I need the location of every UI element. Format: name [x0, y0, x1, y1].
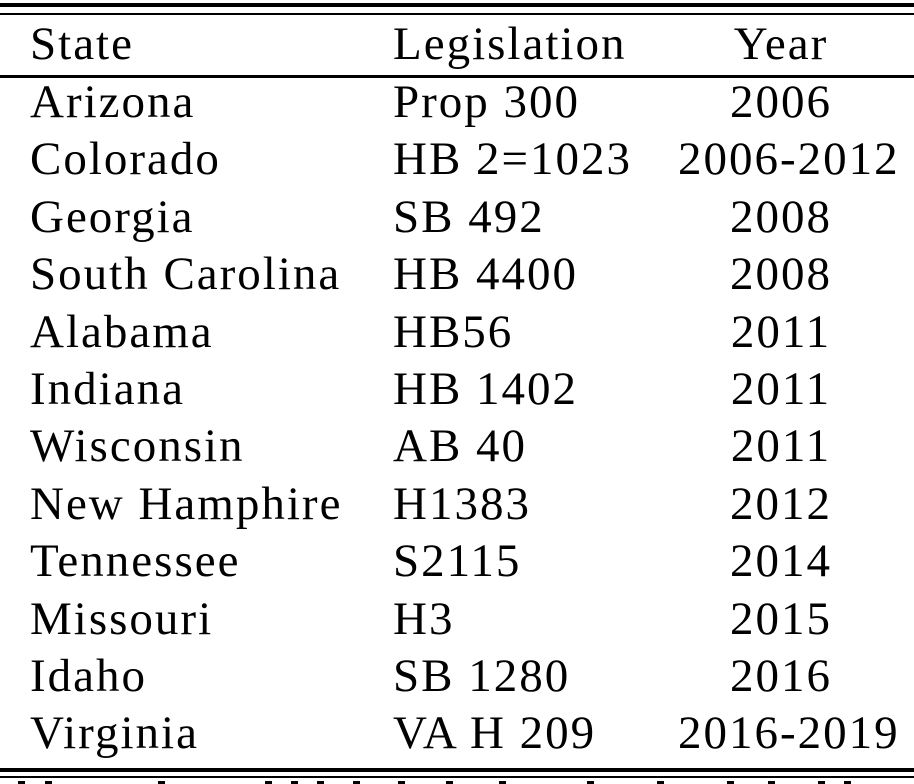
- cell-year: 2014: [730, 535, 832, 588]
- cell-legislation: S2115: [393, 535, 522, 588]
- cell-state: Missouri: [30, 592, 214, 645]
- table-row: South Carolina HB 4400 2008: [0, 250, 914, 307]
- cell-year: 2012: [730, 477, 832, 530]
- cell-state: Alabama: [30, 305, 214, 358]
- caption-glyph-top-mark: [727, 781, 734, 784]
- caption-glyph-top-mark: [317, 781, 324, 784]
- cell-state: Arizona: [30, 76, 196, 128]
- cell-year: 2015: [730, 592, 832, 645]
- cell-legislation: SB 1280: [393, 649, 571, 702]
- caption-glyph-top-mark: [587, 781, 594, 784]
- header-state: State: [30, 18, 134, 70]
- cell-year: 2011: [730, 305, 832, 358]
- cell-legislation: H1383: [393, 477, 531, 530]
- cell-state: Georgia: [30, 190, 195, 243]
- cell-year: 2008: [730, 248, 832, 301]
- caption-glyph-top-mark: [18, 781, 25, 784]
- table-row: Indiana HB 1402 2011: [0, 362, 914, 422]
- cell-legislation: HB 1402: [393, 362, 579, 415]
- cell-state: South Carolina: [30, 248, 342, 301]
- cell-legislation: H3: [393, 592, 455, 645]
- table-row: New Hamphire H1383 2012: [0, 477, 914, 537]
- caption-glyph-top-mark: [818, 781, 825, 784]
- cropped-caption-strip: [0, 781, 914, 784]
- cell-year: 2011: [730, 420, 832, 473]
- table-row: Colorado HB 2=1023 2006-2012: [0, 135, 914, 192]
- cell-state: Wisconsin: [30, 420, 245, 473]
- table-row: Georgia SB 492 2008: [0, 190, 914, 250]
- cell-year: 2006-2012: [678, 133, 900, 186]
- table-header-row: State Legislation Year: [0, 15, 914, 75]
- table-row: Tennessee S2115 2014: [0, 535, 914, 594]
- cell-year: 2011: [730, 362, 832, 415]
- table-row: Arizona Prop 300 2006: [0, 76, 914, 135]
- caption-glyph-top-mark: [265, 781, 272, 784]
- header-year: Year: [733, 18, 829, 70]
- table-top-rule-thick: [0, 3, 914, 7]
- legislation-table: State Legislation Year Arizona Prop 300 …: [0, 15, 914, 767]
- header-legislation: Legislation: [393, 18, 627, 70]
- caption-glyph-top-mark: [291, 781, 298, 784]
- caption-glyph-top-mark: [499, 781, 506, 784]
- table-row: Idaho SB 1280 2016: [0, 649, 914, 709]
- caption-glyph-top-mark: [657, 781, 664, 784]
- table-bottom-rule-thick: [0, 768, 914, 772]
- caption-glyph-top-mark: [45, 781, 52, 784]
- cell-state: New Hamphire: [30, 477, 343, 530]
- table-top-rule-thin: [0, 13, 914, 15]
- cell-year: 2016-2019: [678, 707, 900, 760]
- cell-legislation: SB 492: [393, 190, 545, 243]
- cell-legislation: HB 2=1023: [393, 133, 633, 186]
- table-row: Virginia VA H 209 2016-2019: [0, 709, 914, 766]
- table-row: Wisconsin AB 40 2011: [0, 422, 914, 479]
- caption-glyph-top-mark: [446, 781, 453, 784]
- caption-glyph-top-mark: [353, 781, 360, 784]
- cell-year: 2016: [730, 649, 832, 702]
- cell-legislation: AB 40: [393, 420, 528, 473]
- table-row: Missouri H3 2015: [0, 592, 914, 652]
- caption-glyph-top-mark: [158, 781, 165, 784]
- cell-legislation: VA H 209: [393, 707, 597, 760]
- cell-state: Virginia: [30, 707, 199, 760]
- cell-year: 2008: [730, 190, 832, 243]
- table-header-rule: [0, 75, 914, 78]
- cell-legislation: HB 4400: [393, 248, 579, 301]
- cell-state: Tennessee: [30, 535, 241, 588]
- cell-year: 2006: [730, 76, 832, 128]
- caption-glyph-top-mark: [844, 781, 851, 784]
- caption-glyph-top-mark: [398, 781, 405, 784]
- caption-glyph-top-mark: [768, 781, 775, 784]
- table-bottom-rule-thin: [0, 776, 914, 778]
- cell-state: Indiana: [30, 362, 185, 415]
- cell-legislation: HB56: [393, 305, 514, 358]
- cell-legislation: Prop 300: [393, 76, 581, 128]
- cell-state: Colorado: [30, 133, 221, 186]
- cell-state: Idaho: [30, 649, 148, 702]
- table-row: Alabama HB56 2011: [0, 305, 914, 365]
